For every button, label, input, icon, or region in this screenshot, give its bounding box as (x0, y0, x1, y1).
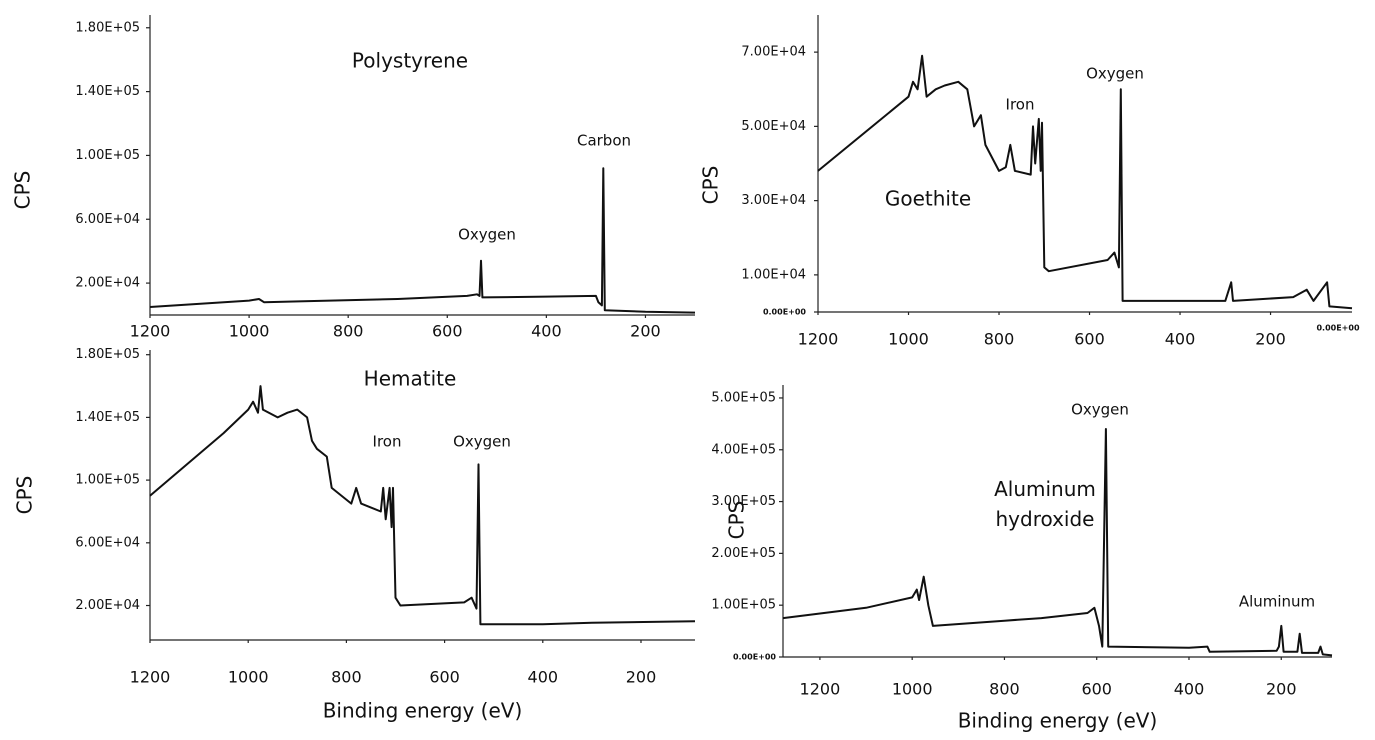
x-tick-label: 600 (1074, 330, 1105, 349)
x-tick-label: 400 (1174, 680, 1205, 699)
x-tick-label: 400 (531, 322, 562, 341)
y-tick-label: 2.00E+04 (75, 598, 140, 613)
annotation: Oxygen (453, 433, 511, 451)
annotation: Iron (1006, 96, 1035, 114)
x-tick-label: 1200 (800, 680, 841, 699)
x-tick-label: 400 (528, 668, 559, 687)
x-tick-label: 600 (432, 322, 463, 341)
x-tick-label: 1000 (228, 668, 269, 687)
x-tick-label: 1200 (130, 668, 171, 687)
y-axis-label: CPS (699, 166, 723, 205)
x-tick-label: 800 (333, 322, 364, 341)
y-tick-label: 1.00E+04 (741, 267, 806, 282)
y-tick-label: 1.00E+05 (75, 473, 140, 488)
y-tick-label: 3.00E+04 (741, 193, 806, 208)
y-tick-label: 0.00E+00 (733, 653, 776, 662)
sample-name: Aluminum hydroxide (994, 477, 1096, 531)
y-axis-label: CPS (11, 171, 35, 210)
y-tick-label: 1.00E+05 (75, 148, 140, 163)
y-tick-label: 6.00E+04 (75, 212, 140, 227)
annotation: Oxygen (458, 226, 516, 244)
annotation: 0.00E+00 (1316, 324, 1359, 333)
x-tick-label: 600 (429, 668, 460, 687)
x-tick-label: 1200 (798, 330, 839, 349)
y-tick-label: 7.00E+04 (741, 45, 806, 60)
x-tick-label: 800 (984, 330, 1015, 349)
y-tick-label: 5.00E+04 (741, 119, 806, 134)
y-tick-label: 1.80E+05 (75, 347, 140, 362)
x-tick-label: 800 (989, 680, 1020, 699)
x-axis-label: Binding energy (eV) (958, 709, 1158, 733)
x-tick-label: 800 (331, 668, 362, 687)
x-tick-label: 200 (1266, 680, 1297, 699)
sample-name: Polystyrene (352, 49, 468, 73)
y-tick-label: 5.00E+05 (711, 390, 776, 405)
y-tick-label: 2.00E+04 (75, 276, 140, 291)
x-tick-label: 200 (630, 322, 661, 341)
sample-name: Goethite (885, 187, 971, 211)
annotation: Aluminum (1239, 593, 1315, 611)
y-tick-label: 1.40E+05 (75, 410, 140, 425)
spectrum-line (149, 167, 696, 314)
spectrum-line (149, 385, 696, 626)
y-axis-label: CPS (13, 476, 37, 515)
annotation: Oxygen (1086, 65, 1144, 83)
x-tick-label: 200 (626, 668, 657, 687)
annotation: Oxygen (1071, 401, 1129, 419)
y-tick-label: 1.80E+05 (75, 20, 140, 35)
y-tick-label: 4.00E+05 (711, 442, 776, 457)
x-tick-label: 200 (1255, 330, 1286, 349)
x-tick-label: 1000 (888, 330, 929, 349)
y-tick-label: 3.00E+05 (711, 494, 776, 509)
spectrum-line (782, 428, 1333, 657)
x-tick-label: 400 (1165, 330, 1196, 349)
x-tick-label: 1200 (130, 322, 171, 341)
x-tick-label: 1000 (229, 322, 270, 341)
annotation: Carbon (577, 132, 631, 150)
x-tick-label: 1000 (892, 680, 933, 699)
y-axis-label: CPS (725, 501, 749, 540)
spectrum-line (817, 54, 1353, 310)
sample-name: Hematite (364, 367, 457, 391)
y-tick-label: 0.00E+00 (763, 308, 806, 317)
annotation: Iron (373, 433, 402, 451)
x-tick-label: 600 (1081, 680, 1112, 699)
y-tick-label: 6.00E+04 (75, 535, 140, 550)
y-tick-label: 1.40E+05 (75, 84, 140, 99)
x-axis-label: Binding energy (eV) (323, 699, 523, 723)
y-tick-label: 2.00E+05 (711, 546, 776, 561)
y-tick-label: 1.00E+05 (711, 598, 776, 613)
